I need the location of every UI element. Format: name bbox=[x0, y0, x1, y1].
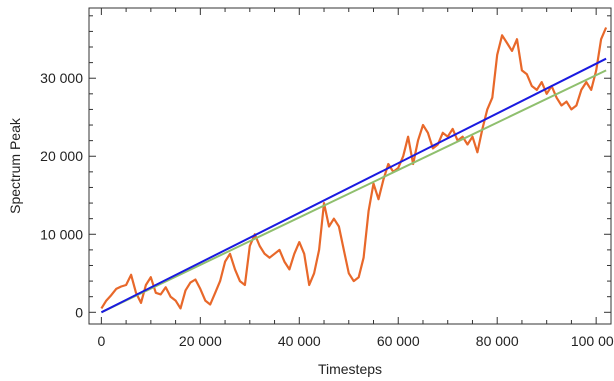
y-axis-ticks: 0 10 000 20 000 30 000 bbox=[40, 15, 611, 320]
x-tick-label: 0 bbox=[97, 333, 105, 349]
x-tick-label: 60 000 bbox=[377, 333, 420, 349]
y-tick-label: 10 000 bbox=[40, 226, 83, 242]
x-tick-label: 20 000 bbox=[179, 333, 222, 349]
x-tick-label: 40 000 bbox=[278, 333, 321, 349]
x-tick-label: 80 000 bbox=[476, 333, 519, 349]
data-series-line bbox=[100, 27, 608, 310]
x-axis-ticks: 0 20 000 40 000 60 000 80 000 100 000 bbox=[97, 8, 614, 349]
y-tick-label: 30 000 bbox=[40, 70, 83, 86]
linear-fit-line-green bbox=[100, 69, 607, 314]
x-tick-label: 100 000 bbox=[571, 333, 614, 349]
y-tick-label: 0 bbox=[75, 304, 83, 320]
plot-frame bbox=[88, 7, 612, 325]
y-tick-label: 20 000 bbox=[40, 148, 83, 164]
series-layer bbox=[100, 27, 608, 314]
x-axis-label: Timesteps bbox=[318, 361, 382, 377]
y-axis-label: Spectrum Peak bbox=[7, 117, 23, 214]
linear-fit-line-blue bbox=[100, 57, 607, 314]
